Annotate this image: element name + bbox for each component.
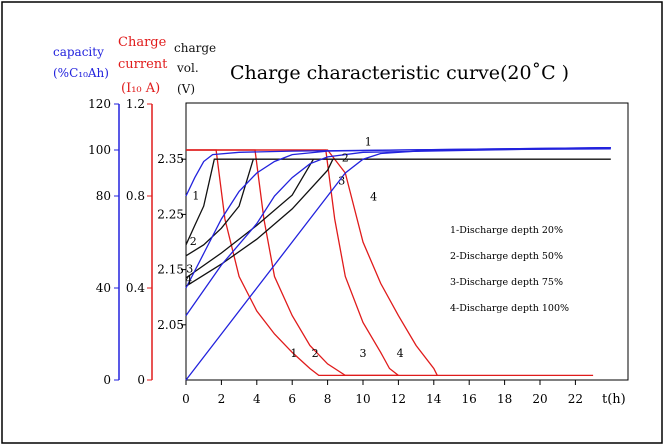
voltage-curve-3: [185, 158, 314, 279]
current-curve-2: [186, 149, 399, 377]
voltage-tick-label: 2.05: [157, 318, 184, 332]
capacity-curve-2: [185, 147, 611, 289]
time-tick-label: 16: [462, 392, 477, 406]
current-tick-label: 1.2: [126, 97, 145, 111]
time-tick-label: 10: [355, 392, 370, 406]
chart-title: Charge characteristic curve(20˚C ): [230, 62, 569, 84]
current-axis-ticks: 0 0.4 0.8 1.2: [126, 97, 152, 387]
time-tick-label: 4: [253, 392, 261, 406]
capacity-curve-number: 3: [338, 175, 345, 188]
capacity-tick-label: 80: [96, 189, 111, 203]
time-tick-label: 2: [218, 392, 226, 406]
current-axis-label: Charge: [118, 35, 167, 50]
voltage-curve-1: [185, 158, 611, 246]
voltage-axis-unit: (V): [177, 82, 195, 96]
legend: 1-Discharge depth 20% 2-Discharge depth 5…: [450, 225, 569, 314]
voltage-axis-label: charge: [174, 41, 216, 55]
current-curve-4: [186, 149, 438, 376]
voltage-tick-label: 2.25: [157, 207, 184, 221]
legend-item-1: 1-Discharge depth 20%: [450, 225, 563, 236]
time-axis-ticks: 0 2 4 6 8 10 12 14 16 18 20 22: [182, 380, 583, 406]
capacity-axis-ticks: 0 40 80 100 120: [88, 97, 119, 387]
current-curve-number: 2: [312, 347, 319, 360]
current-curve-number: 4: [397, 347, 404, 360]
current-tick-label: 0.4: [126, 281, 145, 295]
capacity-curve-number: 2: [342, 152, 349, 165]
current-curve-3: [186, 149, 399, 376]
voltage-axis-ticks: 2.05 2.15 2.25 2.35: [157, 152, 186, 332]
current-tick-label: 0.8: [126, 189, 145, 203]
voltage-curve-4: [185, 158, 334, 287]
capacity-tick-label: 100: [88, 143, 111, 157]
current-tick-label: 0: [137, 373, 145, 387]
time-tick-label: 0: [182, 392, 190, 406]
legend-item-2: 2-Discharge depth 50%: [450, 251, 563, 262]
voltage-tick-label: 2.35: [157, 152, 184, 166]
voltage-curve-number: 1: [192, 189, 199, 202]
time-tick-label: 22: [568, 392, 583, 406]
time-tick-label: 20: [532, 392, 547, 406]
time-axis-label: t(h): [602, 392, 626, 407]
capacity-curve-number: 4: [370, 191, 377, 204]
legend-item-4: 4-Discharge depth 100%: [450, 303, 569, 314]
time-tick-label: 6: [288, 392, 296, 406]
capacity-tick-label: 40: [96, 281, 111, 295]
legend-item-3: 3-Discharge depth 75%: [450, 277, 563, 288]
plot-area-border: [185, 102, 629, 381]
current-axis-label2: current: [118, 57, 168, 72]
voltage-axis-label2: vol.: [176, 61, 199, 75]
voltage-curve-number: 2: [190, 235, 197, 248]
current-curve-number: 3: [359, 347, 366, 360]
capacity-axis-unit: (%C₁₀Ah): [53, 66, 109, 80]
current-curve-number: 1: [290, 347, 297, 360]
voltage-tick-label: 2.15: [157, 263, 184, 277]
capacity-tick-label: 0: [103, 373, 111, 387]
time-tick-label: 12: [391, 392, 406, 406]
current-axis-unit: (I₁₀ A): [121, 81, 160, 96]
voltage-curve-number: 4: [185, 273, 192, 286]
voltage-curve-number: 3: [186, 262, 193, 275]
plot-series: [185, 147, 611, 381]
capacity-axis-label: capacity: [53, 45, 104, 59]
capacity-tick-label: 120: [88, 97, 111, 111]
voltage-curve-2: [185, 159, 254, 257]
capacity-curve-4: [185, 148, 611, 381]
capacity-curve-3: [185, 147, 611, 316]
time-tick-label: 18: [497, 392, 512, 406]
capacity-curve-number: 1: [365, 135, 372, 148]
time-tick-label: 8: [324, 392, 332, 406]
time-tick-label: 14: [426, 392, 442, 406]
